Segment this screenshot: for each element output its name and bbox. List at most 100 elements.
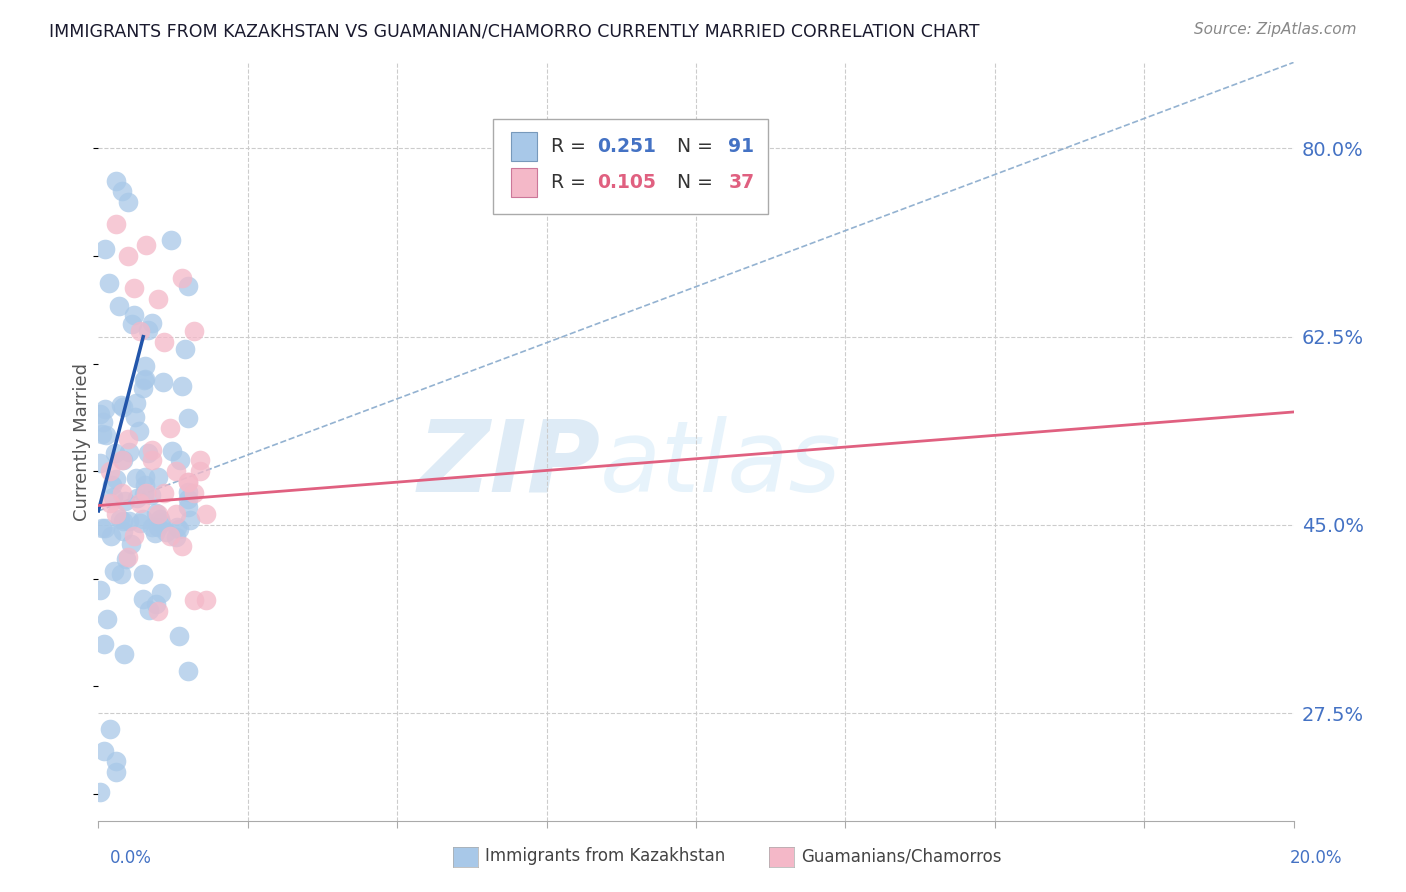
- Text: ZIP: ZIP: [418, 416, 600, 513]
- Point: [132, 381, 155, 395]
- Point: [108, 300, 131, 314]
- Point: [165, 530, 187, 544]
- Text: atlas: atlas: [600, 416, 842, 513]
- Text: R =: R =: [551, 137, 592, 156]
- Point: [160, 444, 183, 458]
- Point: [98, 723, 122, 737]
- Point: [104, 446, 127, 460]
- Point: [146, 520, 169, 534]
- Point: [94, 401, 117, 416]
- Point: [132, 486, 155, 500]
- Point: [159, 528, 181, 542]
- Point: [111, 453, 134, 467]
- Point: [148, 507, 170, 521]
- Point: [177, 491, 200, 506]
- Point: [169, 452, 191, 467]
- Text: IMMIGRANTS FROM KAZAKHSTAN VS GUAMANIAN/CHAMORRO CURRENTLY MARRIED CORRELATION C: IMMIGRANTS FROM KAZAKHSTAN VS GUAMANIAN/…: [49, 22, 980, 40]
- Point: [134, 373, 156, 387]
- Point: [105, 765, 128, 780]
- Point: [155, 525, 177, 540]
- Point: [89, 407, 111, 421]
- Point: [111, 514, 134, 528]
- Point: [139, 488, 162, 502]
- Point: [141, 316, 163, 330]
- Point: [91, 415, 114, 429]
- Point: [152, 375, 174, 389]
- Point: [149, 586, 172, 600]
- Point: [138, 603, 160, 617]
- Point: [117, 432, 139, 446]
- Point: [166, 520, 188, 534]
- Point: [141, 453, 163, 467]
- Point: [167, 628, 190, 642]
- Point: [141, 519, 163, 533]
- Point: [111, 400, 134, 414]
- Point: [179, 513, 201, 527]
- Point: [111, 185, 134, 199]
- Point: [172, 540, 194, 554]
- Point: [177, 664, 200, 678]
- Point: [89, 583, 111, 598]
- Point: [150, 516, 173, 530]
- Point: [143, 525, 166, 540]
- Point: [136, 446, 159, 460]
- Point: [136, 323, 159, 337]
- Point: [94, 428, 117, 442]
- Point: [165, 507, 187, 521]
- Point: [172, 379, 194, 393]
- Point: [114, 551, 136, 566]
- Point: [104, 472, 127, 486]
- Point: [153, 334, 176, 349]
- Point: [117, 249, 139, 263]
- Point: [120, 537, 142, 551]
- Point: [132, 591, 155, 606]
- Point: [96, 612, 118, 626]
- Text: 0.251: 0.251: [596, 137, 655, 156]
- Point: [110, 567, 132, 582]
- Text: 0.0%: 0.0%: [110, 849, 152, 867]
- Point: [129, 324, 152, 338]
- Point: [110, 512, 132, 526]
- Point: [124, 308, 146, 322]
- Point: [98, 276, 121, 290]
- Point: [159, 421, 181, 435]
- Point: [177, 475, 200, 489]
- Point: [98, 464, 122, 478]
- Point: [148, 512, 170, 526]
- Point: [129, 516, 152, 531]
- Point: [177, 279, 200, 293]
- Point: [118, 514, 141, 528]
- Point: [132, 567, 155, 582]
- Point: [105, 217, 128, 231]
- Point: [124, 281, 146, 295]
- FancyBboxPatch shape: [494, 120, 768, 214]
- Text: Source: ZipAtlas.com: Source: ZipAtlas.com: [1194, 22, 1357, 37]
- Text: 0.105: 0.105: [596, 173, 655, 192]
- Point: [172, 270, 194, 285]
- Point: [125, 471, 148, 485]
- Text: N =: N =: [665, 173, 718, 192]
- Point: [105, 755, 128, 769]
- Y-axis label: Currently Married: Currently Married: [73, 362, 91, 521]
- Point: [111, 485, 134, 500]
- Point: [141, 442, 163, 457]
- Point: [132, 512, 155, 526]
- Point: [124, 528, 146, 542]
- Text: Immigrants from Kazakhstan: Immigrants from Kazakhstan: [485, 847, 725, 865]
- Point: [124, 409, 146, 424]
- Bar: [510, 168, 537, 196]
- Text: Guamanians/Chamorros: Guamanians/Chamorros: [801, 847, 1002, 865]
- Point: [93, 744, 115, 758]
- Point: [153, 485, 176, 500]
- Point: [177, 410, 200, 425]
- Bar: [510, 132, 537, 161]
- Point: [103, 564, 125, 578]
- Point: [174, 342, 197, 356]
- Point: [117, 550, 139, 565]
- Point: [128, 424, 150, 438]
- Text: N =: N =: [665, 137, 718, 156]
- Point: [101, 491, 124, 505]
- Point: [125, 491, 148, 505]
- Point: [177, 475, 200, 489]
- Point: [188, 464, 211, 478]
